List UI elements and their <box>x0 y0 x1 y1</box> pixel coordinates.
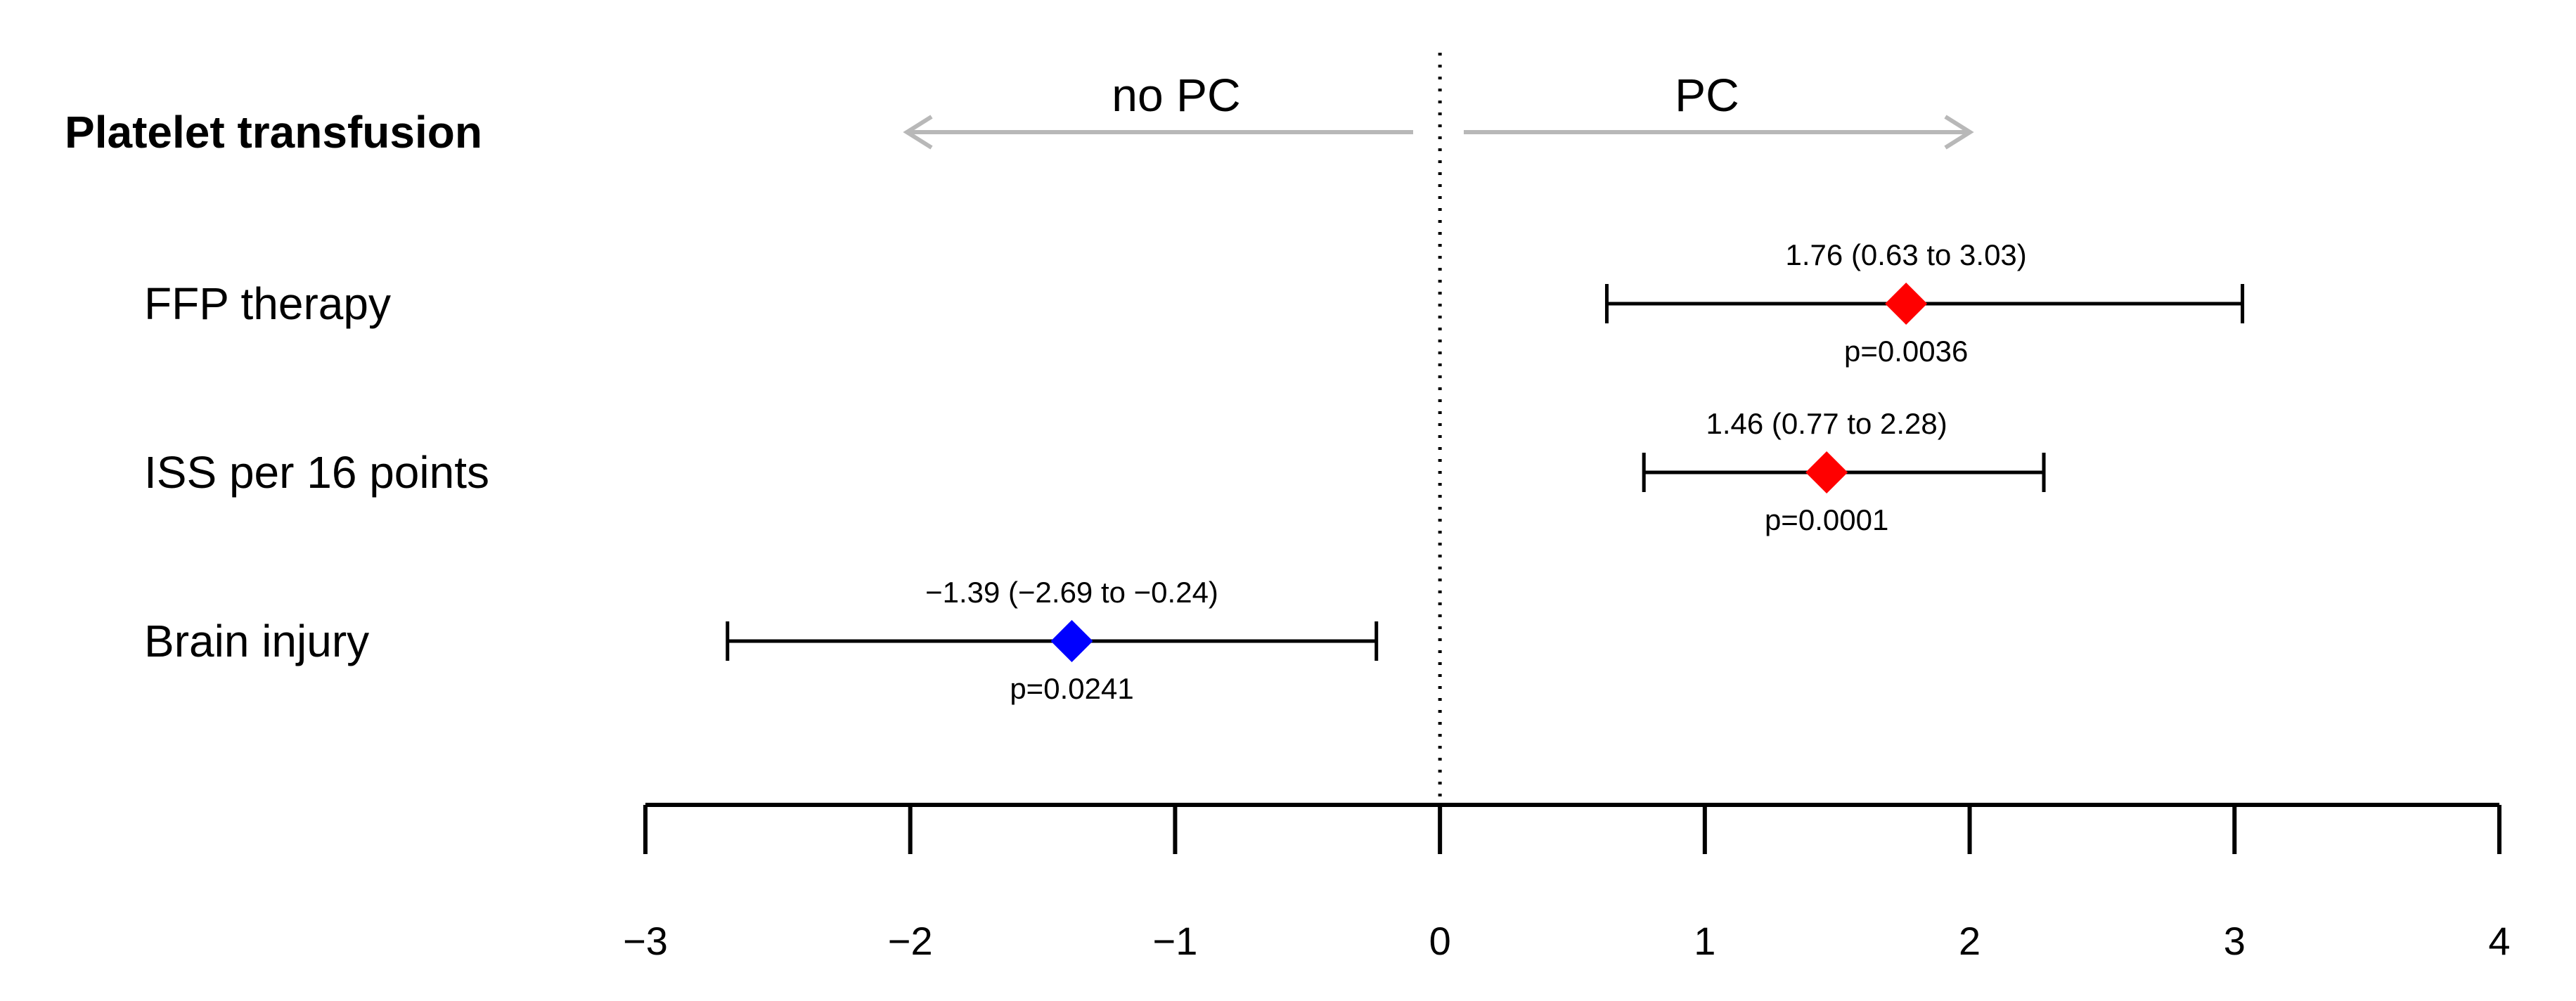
forest-row: Brain injury −1.39 (−2.69 to −0.24) p=0.02… <box>144 576 1379 705</box>
estimate-diamond <box>1885 283 1928 325</box>
ci-text: 1.46 (0.77 to 2.28) <box>1706 407 1947 440</box>
x-tick-label: 2 <box>1959 919 1981 963</box>
x-tick-label: −2 <box>888 919 933 963</box>
p-value-text: p=0.0001 <box>1765 503 1888 536</box>
x-axis: −3 −2 −1 0 1 2 3 4 <box>623 803 2511 963</box>
p-value-text: p=0.0241 <box>1010 672 1133 705</box>
x-tick-label: 0 <box>1429 919 1451 963</box>
x-tick-label: 1 <box>1694 919 1715 963</box>
x-tick-label: 3 <box>2224 919 2246 963</box>
forest-rows: FFP therapy 1.76 (0.63 to 3.03) p=0.0036 IS… <box>144 238 2245 705</box>
row-label: Brain injury <box>144 616 369 666</box>
p-value-text: p=0.0036 <box>1844 335 1968 368</box>
row-label: ISS per 16 points <box>144 447 489 498</box>
estimate-diamond <box>1050 620 1093 662</box>
right-arrowhead <box>1944 115 1974 150</box>
estimate-diamond <box>1805 451 1848 493</box>
x-tick-label: −1 <box>1152 919 1197 963</box>
forest-row: FFP therapy 1.76 (0.63 to 3.03) p=0.0036 <box>144 238 2245 368</box>
row-label: FFP therapy <box>144 278 391 329</box>
forest-row: ISS per 16 points 1.46 (0.77 to 2.28) p=0.… <box>144 407 2046 536</box>
x-tick-label: 4 <box>2488 919 2510 963</box>
direction-indicator: no PC PC <box>903 69 1974 150</box>
ci-text: −1.39 (−2.69 to −0.24) <box>925 576 1218 609</box>
plot-title: Platelet transfusion <box>65 107 482 157</box>
ci-text: 1.76 (0.63 to 3.03) <box>1786 238 2027 271</box>
left-arrowhead <box>903 115 933 150</box>
x-tick-label: −3 <box>623 919 668 963</box>
no-pc-label: no PC <box>1112 69 1240 121</box>
pc-label: PC <box>1675 69 1739 121</box>
